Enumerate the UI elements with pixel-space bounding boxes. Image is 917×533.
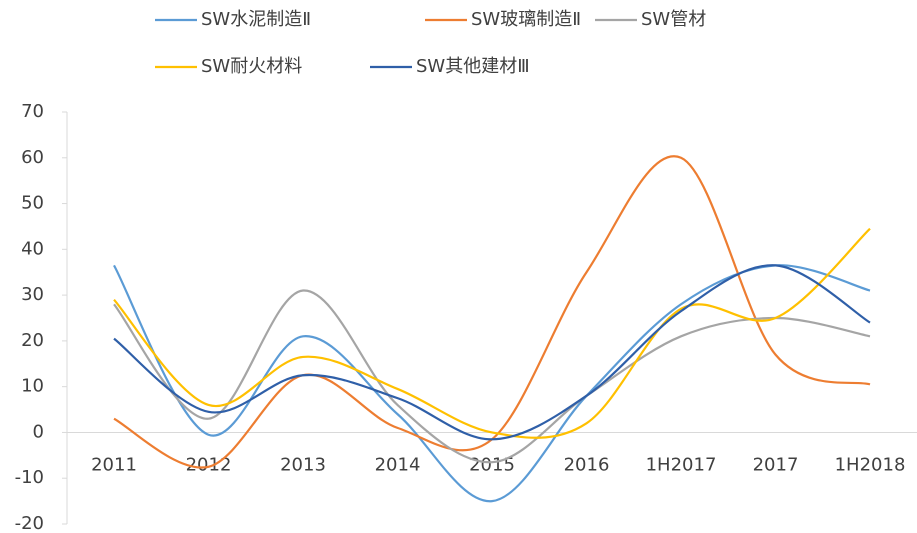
x-tick-label: 2013 [280, 454, 326, 475]
line-series [113, 264, 871, 441]
y-tick-label: -10 [15, 467, 44, 488]
y-tick-label: 70 [21, 101, 44, 122]
y-tick-label: 20 [21, 330, 44, 351]
x-tick-label: 1H2017 [646, 454, 717, 475]
y-tick-label: 0 [33, 421, 44, 442]
y-tick-label: -20 [15, 513, 44, 533]
legend-label: SW耐火材料 [201, 56, 302, 77]
x-tick-label: 2012 [186, 454, 232, 475]
line-series [113, 227, 871, 439]
x-tick-label: 1H2018 [835, 454, 906, 475]
y-tick-label: 50 [21, 193, 44, 214]
line-series [113, 289, 871, 464]
line-series [113, 155, 871, 469]
x-tick-label: 2017 [753, 454, 799, 475]
x-tick-label: 2011 [91, 454, 137, 475]
line-series [113, 264, 871, 503]
x-tick-label: 2014 [375, 454, 421, 475]
y-tick-label: 10 [21, 376, 44, 397]
x-tick-label: 2016 [564, 454, 610, 475]
legend-label: SW水泥制造Ⅱ [201, 9, 311, 30]
y-tick-label: 60 [21, 147, 44, 168]
y-tick-label: 30 [21, 284, 44, 305]
legend-label: SW其他建材Ⅲ [416, 56, 530, 77]
y-tick-label: 40 [21, 238, 44, 259]
legend-label: SW管材 [641, 9, 706, 30]
legend-label: SW玻璃制造Ⅱ [471, 9, 581, 30]
